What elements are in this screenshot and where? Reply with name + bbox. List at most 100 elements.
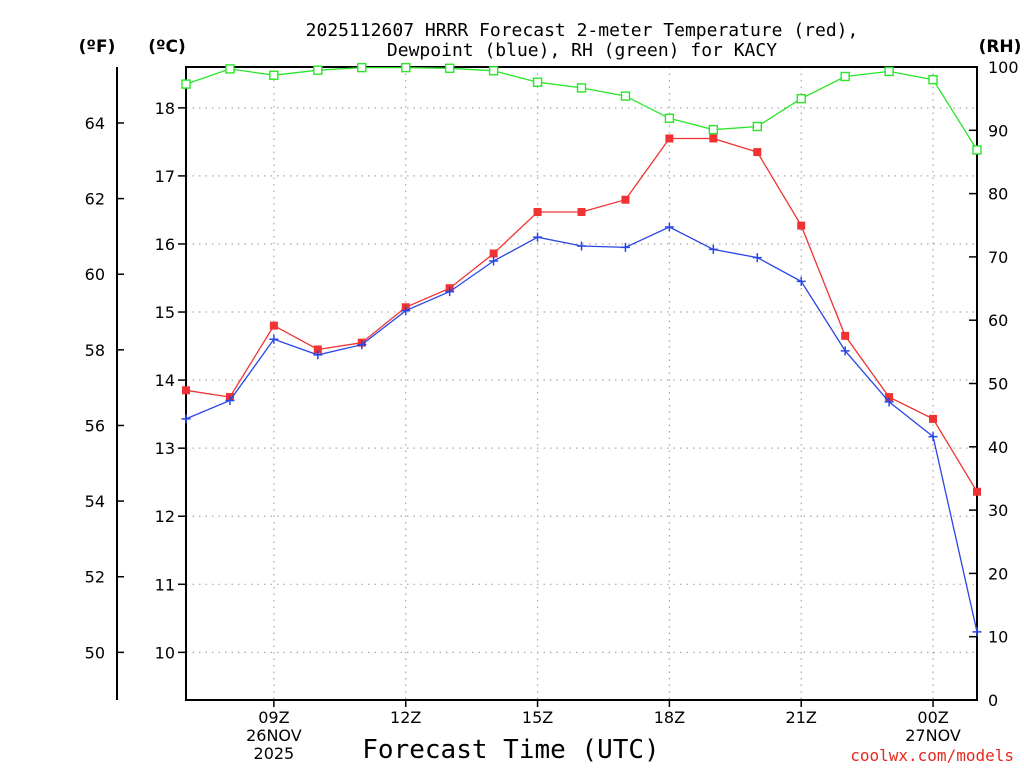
rh-point: [488, 66, 499, 76]
temperature-point: [577, 207, 586, 216]
temperature-point: [313, 345, 322, 354]
x-tick-label: 12Z: [390, 708, 421, 727]
rh-tick-label: 40: [988, 438, 1008, 457]
dewpoint-point: [840, 346, 850, 356]
temperature-line: [185, 137, 978, 493]
rh-point: [401, 62, 411, 73]
chart-subtitle: Dewpoint (blue), RH (green) for KACY: [387, 40, 777, 61]
rh-point: [664, 113, 675, 123]
celsius-tick-label: 14: [155, 371, 175, 390]
fahrenheit-tick-label: 52: [85, 568, 105, 587]
celsius-tick-label: 18: [155, 99, 175, 118]
celsius-tick-label: 12: [155, 507, 175, 526]
x-tick-label: 15Z: [522, 708, 553, 727]
temperature-point: [929, 414, 938, 423]
dewpoint-point: [620, 242, 630, 252]
gridlines: [186, 67, 977, 700]
rh-point: [840, 71, 850, 82]
fahrenheit-tick-label: 54: [85, 492, 105, 511]
temperature-point: [533, 207, 542, 216]
rh-unit-label: (RH): [979, 37, 1022, 57]
dewpoint-point: [357, 340, 367, 350]
temperature-point: [709, 134, 718, 143]
dewpoint-point: [972, 627, 982, 637]
x-tick-label: 00Z: [917, 708, 948, 727]
temperature-point: [797, 221, 806, 230]
dewpoint-point: [313, 350, 323, 360]
x-tick-label: 27NOV: [905, 726, 961, 745]
rh-point: [444, 63, 455, 73]
temperature-point: [489, 249, 498, 258]
rh-point: [357, 62, 367, 73]
x-tick-label: 21Z: [786, 708, 817, 727]
rh-point: [181, 79, 191, 89]
dewpoint-point: [884, 397, 894, 407]
celsius-tick-label: 16: [155, 235, 175, 254]
rh-point: [708, 124, 719, 135]
temperature-point: [841, 331, 850, 340]
rh-tick-label: 10: [988, 628, 1008, 647]
celsius-tick-label: 15: [155, 303, 175, 322]
temperature-point: [621, 195, 630, 204]
dewpoint-point: [401, 306, 411, 316]
celsius-tick-label: 17: [155, 167, 175, 186]
rh-tick-label: 50: [988, 375, 1008, 394]
data-series: [181, 62, 982, 637]
x-axis-title: Forecast Time (UTC): [362, 735, 659, 765]
x-tick-label: 09Z: [258, 708, 289, 727]
dewpoint-line: [185, 226, 978, 633]
dewpoint-point: [928, 432, 938, 442]
rh-point: [884, 66, 894, 77]
celsius-tick-label: 13: [155, 439, 175, 458]
rh-point: [620, 91, 631, 101]
dewpoint-point: [796, 276, 806, 286]
fahrenheit-unit-label: (ºF): [79, 37, 116, 57]
fahrenheit-tick-label: 50: [85, 643, 105, 662]
fahrenheit-tick-label: 62: [85, 190, 105, 209]
rh-point: [752, 121, 762, 132]
dewpoint-point: [752, 253, 762, 263]
x-tick-label: 2025: [254, 744, 295, 763]
rh-point: [972, 145, 982, 155]
temperature-point: [973, 487, 981, 496]
chart-title: 2025112607 HRRR Forecast 2-meter Tempera…: [306, 20, 859, 41]
dewpoint-point: [269, 334, 279, 344]
rh-tick-label: 30: [988, 501, 1008, 520]
rh-point: [532, 77, 543, 87]
temperature-point: [269, 321, 278, 330]
rh-tick-label: 0: [988, 691, 998, 710]
dewpoint-point: [708, 244, 718, 254]
rh-tick-label: 90: [988, 121, 1008, 140]
fahrenheit-tick-label: 58: [85, 341, 105, 360]
dewpoint-point: [225, 396, 235, 406]
rh-tick-label: 80: [988, 185, 1008, 204]
fahrenheit-tick-label: 64: [85, 114, 105, 133]
rh-tick-label: 60: [988, 311, 1008, 330]
rh-point: [269, 70, 279, 80]
rh-point: [313, 65, 323, 75]
temperature-point: [753, 148, 762, 157]
dewpoint-point: [445, 287, 455, 297]
plot-frame: [185, 66, 978, 701]
rh-tick-label: 100: [988, 58, 1019, 77]
rh-point: [576, 83, 587, 93]
fahrenheit-tick-label: 56: [85, 416, 105, 435]
credit-link[interactable]: coolwx.com/models: [850, 746, 1014, 765]
temperature-point: [885, 393, 894, 402]
celsius-tick-label: 11: [155, 575, 175, 594]
dewpoint-point: [181, 414, 191, 424]
dewpoint-point: [664, 222, 674, 232]
celsius-unit-label: (ºC): [148, 37, 186, 57]
rh-tick-label: 70: [988, 248, 1008, 267]
rh-tick-label: 20: [988, 564, 1008, 583]
rh-point: [928, 74, 938, 85]
temperature-point: [665, 134, 674, 143]
fahrenheit-tick-label: 60: [85, 265, 105, 284]
temperature-point: [182, 386, 190, 395]
rh-point: [225, 64, 235, 74]
celsius-tick-label: 10: [155, 643, 175, 662]
rh-point: [796, 93, 806, 104]
dewpoint-point: [533, 232, 543, 242]
